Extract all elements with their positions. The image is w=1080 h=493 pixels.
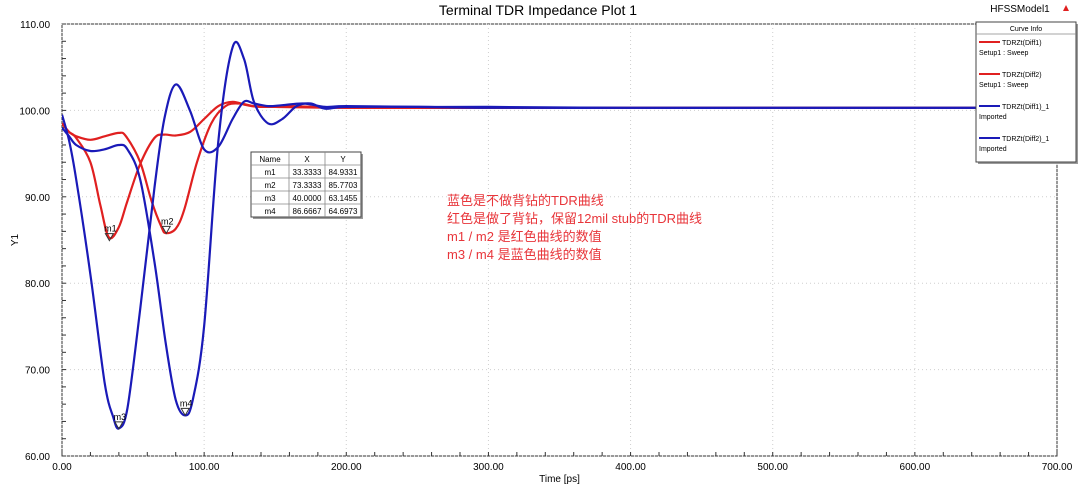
marker-table-header: X	[304, 155, 310, 164]
y-axis-label: Y1	[10, 233, 21, 246]
model-label: HFSSModel1	[990, 4, 1050, 15]
marker-table-header: Y	[340, 155, 346, 164]
marker-m1-label: m1	[104, 224, 117, 234]
marker-table-frame	[250, 151, 362, 218]
marker-m3-icon	[113, 421, 124, 430]
annotation-text: m1 / m2 是红色曲线的数值	[447, 229, 602, 244]
marker-table-header: Name	[259, 155, 281, 164]
x-tick-label: 500.00	[757, 462, 788, 473]
legend-entry-setup: Setup1 : Sweep	[979, 82, 1029, 89]
marker-m4-label: m4	[180, 398, 193, 408]
y-tick-label: 60.00	[25, 452, 50, 463]
marker-table-cell: 64.6973	[329, 207, 358, 216]
chart-title: Terminal TDR Impedance Plot 1	[439, 2, 637, 18]
marker-table-cell: 63.1455	[329, 194, 358, 203]
x-tick-label: 100.00	[189, 462, 220, 473]
marker-table-cell: m3	[264, 194, 276, 203]
marker-table-cell: 86.6667	[293, 207, 322, 216]
marker-table: Name m1 m2 m3 m4 X 33.3333 73.3333 40.0000 86.666…	[250, 151, 363, 219]
collapse-arrow-icon	[1063, 5, 1069, 11]
marker-m2-icon	[161, 225, 172, 235]
marker-table-cell: m1	[264, 168, 276, 177]
x-tick-label: 200.00	[331, 462, 362, 473]
marker-m2-label: m2	[161, 216, 174, 226]
marker-table-cell: m2	[264, 181, 276, 190]
y-tick-label: 110.00	[20, 20, 50, 31]
marker-m1-icon	[104, 233, 115, 242]
series-line-4	[62, 40, 1057, 417]
x-tick-label: 600.00	[900, 462, 931, 473]
legend-title: Curve Info	[1010, 26, 1042, 33]
legend-entry-name: TDRZt(Diff2)	[1002, 72, 1042, 79]
x-tick-label: 0.00	[52, 462, 72, 473]
x-tick-label: 300.00	[473, 462, 504, 473]
marker-m4-icon	[180, 407, 191, 417]
x-tick-label: 700.00	[1042, 462, 1073, 473]
legend-entry-setup: Imported	[979, 146, 1007, 153]
y-tick-label: 70.00	[25, 366, 50, 377]
marker-table-cell: m4	[264, 207, 276, 216]
x-tick-label: 400.00	[615, 462, 646, 473]
legend-entry-name: TDRZt(Diff1)	[1002, 40, 1042, 47]
legend-entry-setup: Imported	[979, 114, 1007, 121]
legend: Curve Info TDRZt(Diff1) Setup1 : Sweep TDRZ…	[975, 21, 1078, 164]
y-tick-label: 80.00	[25, 279, 50, 290]
x-axis-label: Time [ps]	[539, 474, 580, 485]
legend-entry-name: TDRZt(Diff1)_1	[1002, 104, 1049, 111]
marker-table-cell: 33.3333	[293, 168, 322, 177]
y-tick-label: 90.00	[25, 193, 50, 204]
legend-entry-setup: Setup1 : Sweep	[979, 50, 1029, 57]
annotation-text: m3 / m4 是蓝色曲线的数值	[447, 247, 602, 262]
annotation-text: 红色是做了背钻，保留12mil stub的TDR曲线	[447, 211, 702, 226]
marker-m3-label: m3	[114, 412, 127, 422]
plot-area	[61, 23, 1058, 457]
y-tick-label: 100.00	[19, 106, 50, 117]
legend-entry-name: TDRZt(Diff2)_1	[1002, 136, 1049, 143]
marker-table-cell: 73.3333	[293, 181, 322, 190]
annotation-text: 蓝色是不做背钻的TDR曲线	[447, 193, 604, 208]
marker-table-cell: 84.9331	[329, 168, 358, 177]
marker-table-cell: 85.7703	[329, 181, 358, 190]
marker-table-cell: 40.0000	[293, 194, 322, 203]
